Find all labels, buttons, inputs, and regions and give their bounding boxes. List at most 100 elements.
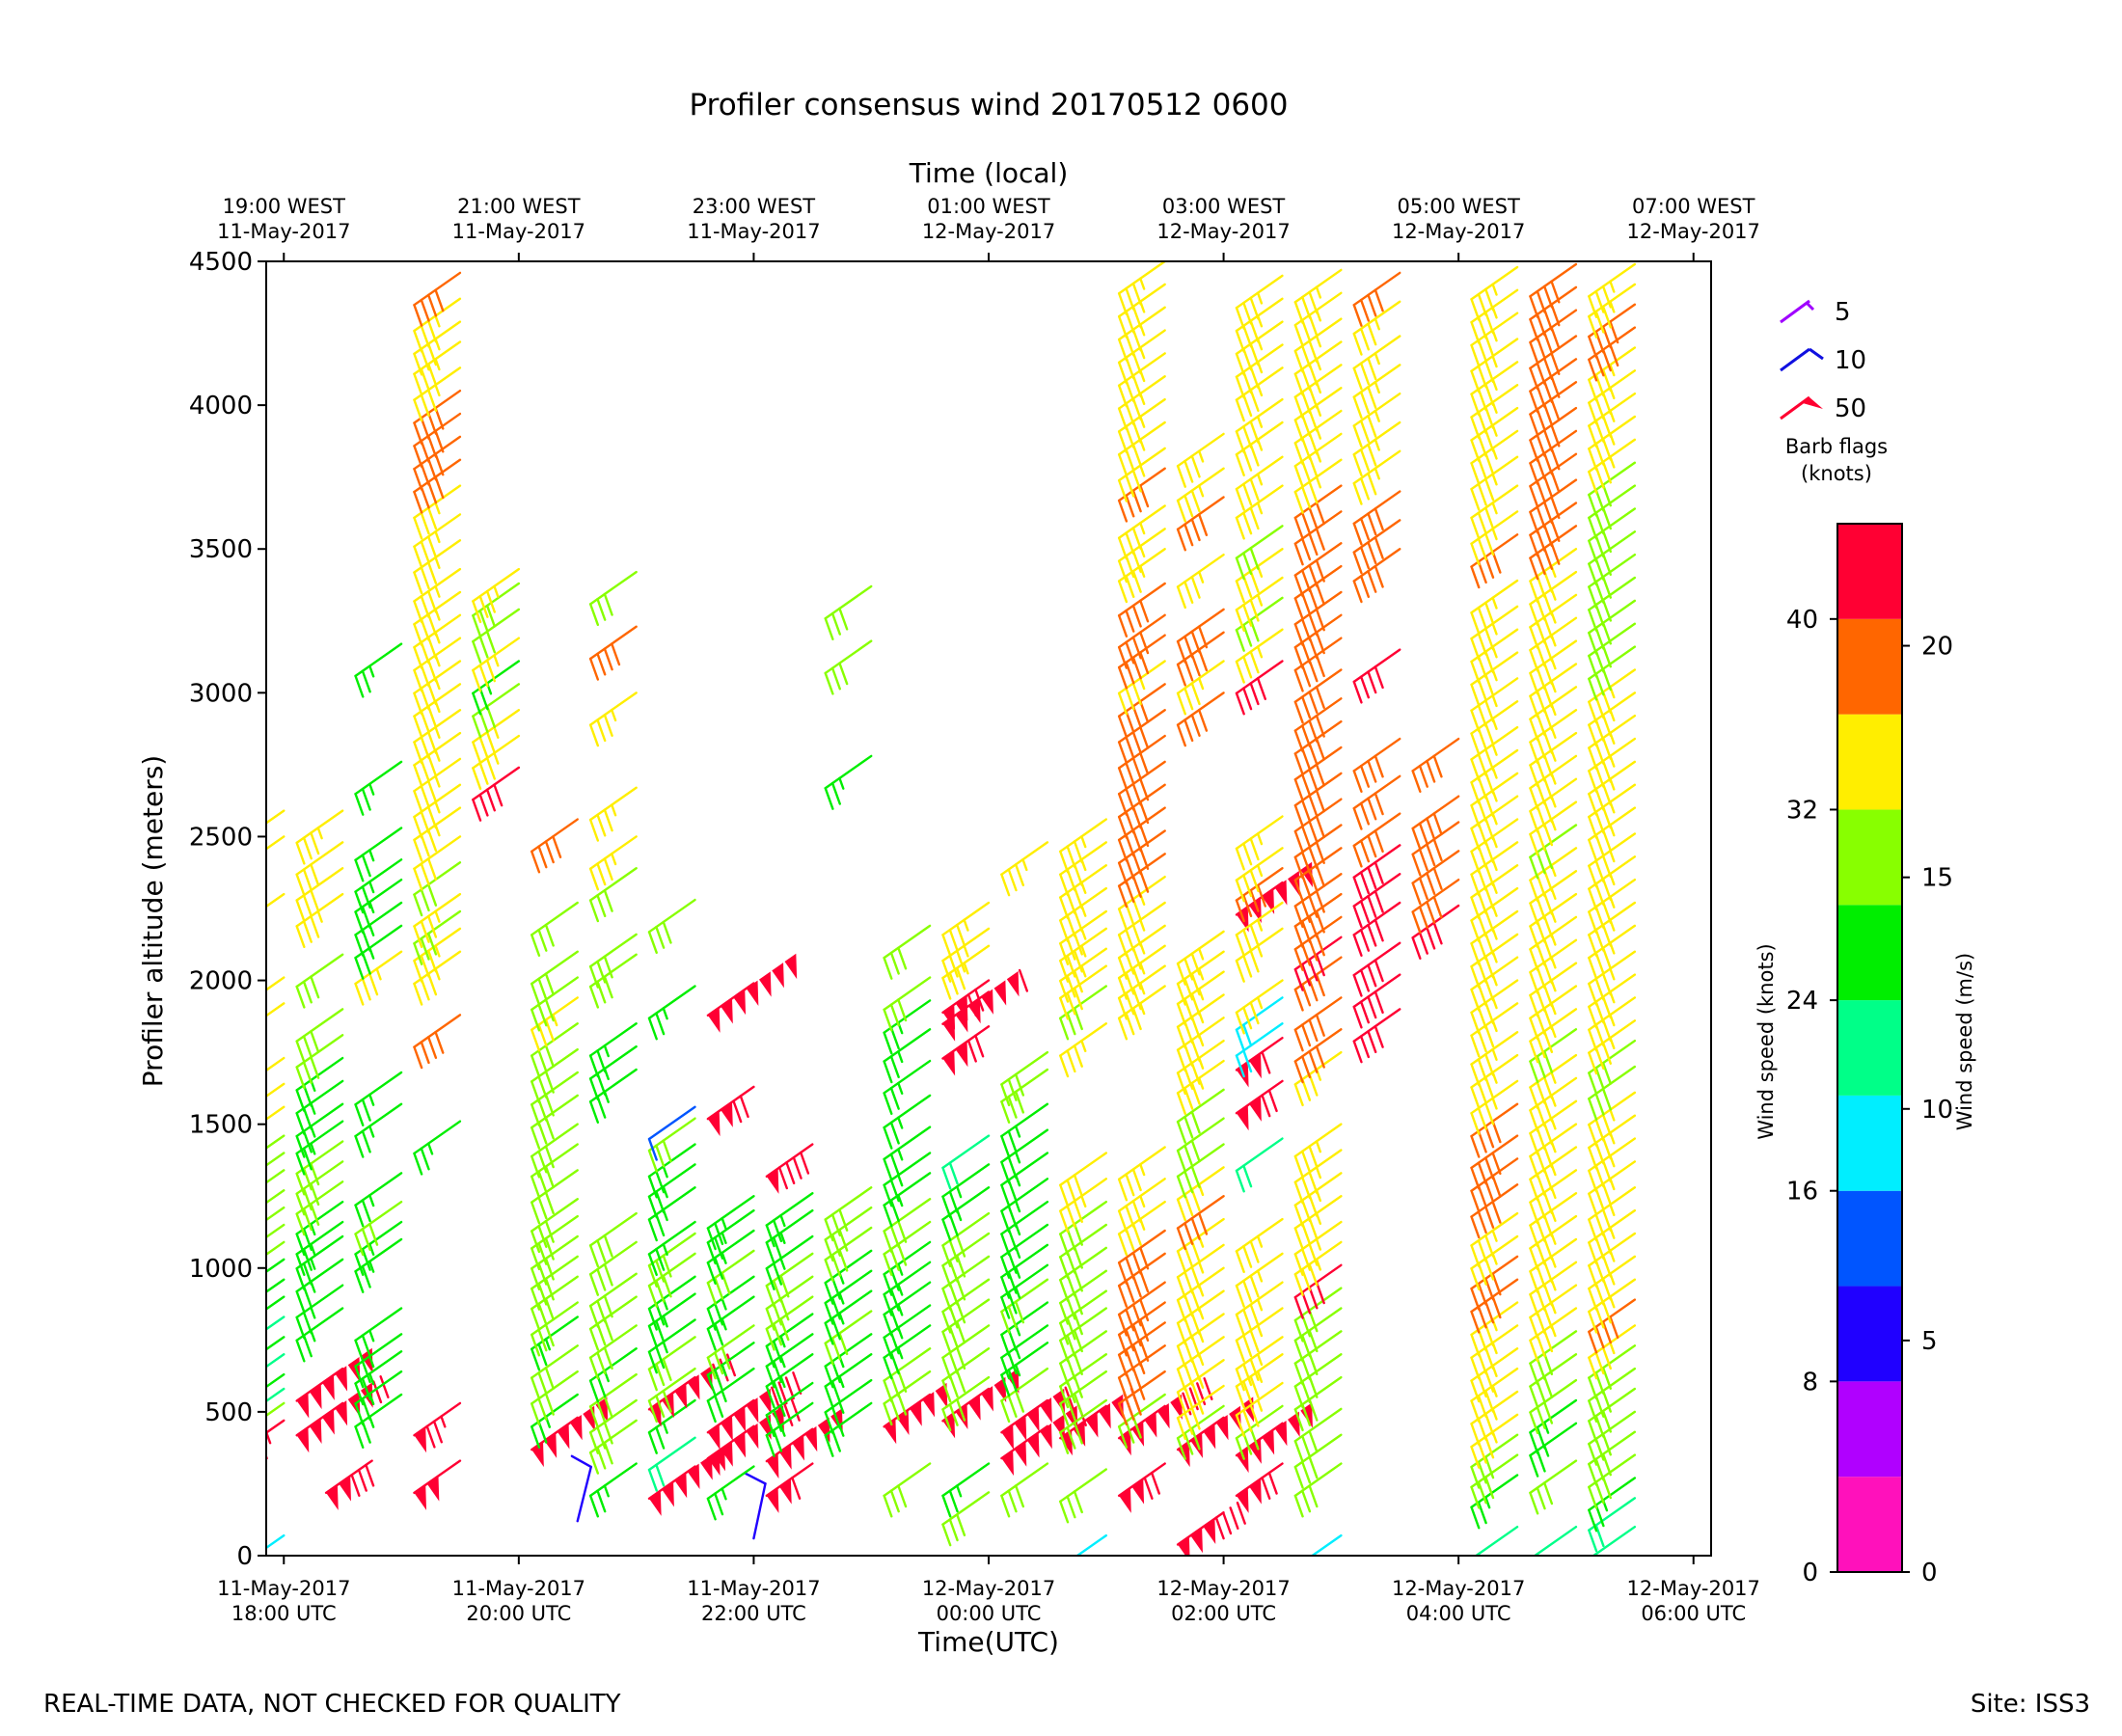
barb-full	[1125, 1328, 1135, 1352]
barb-full	[530, 1347, 541, 1371]
barb-full	[295, 1289, 306, 1314]
barb-half	[1374, 380, 1380, 394]
barb-half	[434, 584, 441, 598]
barb-full	[1060, 1567, 1068, 1587]
barb-full	[1542, 1099, 1554, 1123]
barb-full	[1249, 1329, 1260, 1353]
wind-barb	[1117, 964, 1166, 1020]
barb-full	[1536, 505, 1546, 529]
barb-full	[1235, 487, 1245, 511]
wind-barb	[1588, 737, 1637, 793]
barb-full	[1197, 708, 1209, 732]
barb-flag	[721, 1415, 733, 1441]
barb-full	[956, 1513, 966, 1536]
barb-full	[1293, 645, 1304, 669]
legend-barb-half	[1805, 301, 1815, 312]
barb-full	[478, 635, 489, 659]
barb-full	[1484, 747, 1495, 772]
wind-barb	[1176, 496, 1225, 552]
barb-half	[1374, 467, 1380, 480]
barb-full	[1470, 896, 1481, 920]
barb-full	[1601, 1254, 1612, 1278]
barb-full	[1117, 976, 1129, 1000]
barb-half	[259, 1101, 263, 1112]
barb-full	[889, 1026, 900, 1050]
wind-barb	[588, 692, 638, 747]
barb-full	[714, 1256, 724, 1280]
barb-full	[1588, 1376, 1598, 1400]
barb-full	[1529, 510, 1539, 534]
barb-full	[478, 664, 489, 688]
barb-full	[1470, 462, 1481, 485]
barb-full	[1066, 1296, 1076, 1320]
barb-full	[426, 779, 438, 803]
barb-full	[1301, 1055, 1312, 1079]
wind-barb	[883, 1370, 932, 1426]
barb-full	[1470, 758, 1481, 782]
barb-half	[662, 1185, 668, 1199]
wind-barb	[1235, 847, 1284, 903]
barb-full	[1249, 650, 1260, 674]
barb-full	[1432, 838, 1443, 861]
barb-full	[1315, 654, 1325, 678]
barb-full	[413, 645, 423, 669]
barb-full	[1125, 856, 1135, 881]
colorbar-bin	[1837, 1381, 1902, 1478]
wind-barb	[1470, 429, 1519, 485]
barb-full	[1183, 1067, 1194, 1090]
wind-barb	[1293, 873, 1343, 929]
barb-full	[570, 1454, 592, 1469]
barb-full	[1470, 1244, 1481, 1268]
barb-full	[647, 1468, 658, 1492]
barb-full	[1601, 644, 1612, 668]
wind-barb	[1117, 283, 1166, 339]
barb-full	[302, 1311, 313, 1335]
barb-full	[1256, 883, 1266, 908]
barb-half	[1014, 1286, 1021, 1299]
barb-full	[1484, 1101, 1495, 1126]
barb-flag	[758, 971, 772, 997]
barb-full	[310, 888, 320, 912]
barb-full	[1484, 334, 1495, 358]
wind-barb	[1352, 844, 1401, 900]
barb-full	[1139, 800, 1150, 825]
barb-half	[434, 383, 441, 397]
wind-barb	[588, 1347, 638, 1403]
barb-full	[245, 1217, 253, 1237]
barb-full	[361, 906, 371, 929]
barb-full	[1484, 532, 1495, 556]
wind-barb	[1235, 1353, 1284, 1409]
barb-full	[354, 910, 365, 935]
barb-half	[253, 1302, 257, 1313]
barb-full	[530, 1054, 541, 1078]
barb-full	[1301, 295, 1312, 319]
barb-full	[647, 1253, 658, 1276]
barb-full	[1594, 649, 1605, 673]
barb-full	[1293, 597, 1304, 621]
wind-barb	[1588, 1477, 1637, 1533]
wind-barb	[1059, 964, 1107, 1020]
barb-full	[1484, 863, 1495, 887]
barb-half	[310, 1242, 316, 1256]
barb-full	[1529, 764, 1539, 788]
barb-full	[603, 808, 613, 832]
barb-full	[1131, 1251, 1142, 1275]
barb-flag	[766, 1168, 779, 1194]
barb-full	[1249, 598, 1260, 622]
barb-full	[1301, 1023, 1312, 1047]
barb-half	[838, 1312, 845, 1325]
barb-half	[779, 1257, 786, 1270]
barb-full	[295, 1089, 306, 1113]
wind-barb	[1470, 725, 1519, 782]
barb-full	[889, 1121, 900, 1145]
barb-flag	[1001, 1424, 1015, 1451]
barb-full	[1352, 973, 1363, 997]
barb-half	[310, 1306, 316, 1319]
barb-full	[1594, 1553, 1598, 1556]
barb-flag	[687, 1374, 700, 1400]
barb-full	[1066, 1495, 1076, 1519]
colorbar-bin	[1837, 905, 1902, 1001]
wind-barb	[354, 1200, 403, 1257]
barb-full	[1588, 838, 1598, 862]
barb-full	[765, 1385, 775, 1409]
